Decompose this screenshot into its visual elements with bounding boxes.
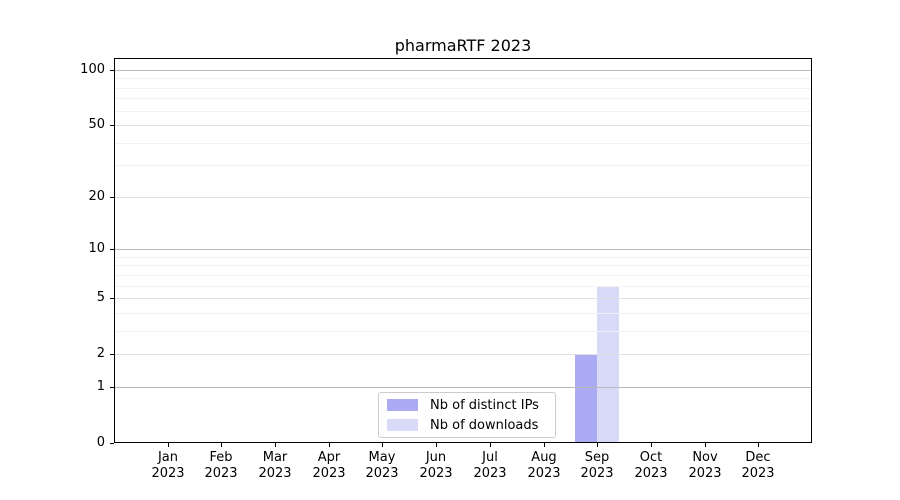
minor-gridline [115,257,811,258]
major-gridline [115,354,811,355]
y-tick-label: 1 [96,379,105,394]
minor-gridline [115,275,811,276]
major-gridline [115,197,811,198]
minor-gridline [115,143,811,144]
y-tick-mark [110,125,114,126]
x-tick-label-line: Mar [262,450,288,465]
x-tick-mark [329,443,330,447]
legend-swatch-downloads-icon [387,419,418,431]
y-tick-mark [110,298,114,299]
y-tick-label: 10 [88,241,105,256]
major-gridline [115,298,811,299]
x-tick-label: Mar 2023 [245,450,305,482]
legend-item-distinct-ips: Nb of distinct IPs [387,398,547,413]
x-tick-label: Dec 2023 [728,450,788,482]
x-tick-label: Jun 2023 [406,450,466,482]
legend-label-downloads: Nb of downloads [430,417,539,433]
minor-gridline [115,313,811,314]
x-tick-label-line: Jul [482,450,498,465]
x-tick-label: Sep 2023 [567,450,627,482]
major-gridline [115,125,811,126]
minor-gridline [115,111,811,112]
minor-gridline [115,78,811,79]
chart-title: pharmaRTF 2023 [394,36,532,55]
y-tick-mark [110,70,114,71]
y-tick-label: 0 [96,435,105,450]
y-tick-label: 50 [88,117,105,132]
x-tick-label-line: Oct [639,450,663,465]
x-tick-label-line: 2023 [527,466,561,481]
x-tick-label-line: 2023 [473,466,507,481]
x-tick-label-line: 2023 [204,466,238,481]
x-tick-label-line: Sep [584,450,610,465]
x-tick-label-line: Dec [745,450,771,465]
legend-label-distinct-ips: Nb of distinct IPs [430,397,539,413]
major-gridline [115,70,811,71]
x-tick-label-line: Nov [692,450,718,465]
x-tick-mark [168,443,169,447]
major-gridline [115,387,811,388]
major-gridline [115,249,811,250]
x-tick-label: Apr 2023 [299,450,359,482]
x-tick-label-line: 2023 [365,466,399,481]
x-tick-label: May 2023 [352,450,412,482]
minor-gridline [115,331,811,332]
x-tick-mark [758,443,759,447]
bar-distinct-ips [575,354,598,442]
y-tick-label: 5 [96,290,105,305]
x-tick-label: Jan 2023 [138,450,198,482]
x-tick-mark [382,443,383,447]
x-tick-label: Feb 2023 [191,450,251,482]
minor-gridline [115,165,811,166]
x-tick-mark [705,443,706,447]
minor-gridline [115,98,811,99]
x-tick-label: Nov 2023 [675,450,735,482]
x-tick-mark [651,443,652,447]
x-tick-mark [490,443,491,447]
x-tick-label: Aug 2023 [514,450,574,482]
x-tick-label: Jul 2023 [460,450,520,482]
minor-gridline [115,286,811,287]
x-tick-label-line: 2023 [634,466,668,481]
x-tick-label-line: 2023 [580,466,614,481]
y-tick-mark [110,354,114,355]
x-tick-label-line: 2023 [741,466,775,481]
x-tick-mark [436,443,437,447]
x-tick-label-line: Feb [209,450,233,465]
y-tick-label: 20 [88,189,105,204]
x-tick-label-line: Apr [317,450,341,465]
x-tick-label-line: 2023 [688,466,722,481]
x-tick-label-line: Aug [531,450,557,465]
y-tick-mark [110,443,114,444]
x-tick-label-line: 2023 [419,466,453,481]
x-tick-label-line: 2023 [258,466,292,481]
minor-gridline [115,88,811,89]
x-tick-label-line: Jan [157,450,179,465]
x-tick-label-line: Jun [425,450,447,465]
x-tick-label-line: May [368,450,396,465]
y-tick-mark [110,197,114,198]
x-tick-mark [544,443,545,447]
x-tick-label-line: 2023 [151,466,185,481]
x-tick-mark [597,443,598,447]
legend: Nb of distinct IPs Nb of downloads [378,392,556,438]
y-tick-label: 100 [80,62,105,77]
y-tick-mark [110,249,114,250]
legend-swatch-distinct-ips-icon [387,399,418,411]
x-tick-label-line: 2023 [312,466,346,481]
y-tick-label: 2 [96,346,105,361]
legend-item-downloads: Nb of downloads [387,418,547,433]
bar-downloads [597,285,620,442]
minor-gridline [115,265,811,266]
y-tick-mark [110,387,114,388]
x-tick-mark [275,443,276,447]
x-tick-label: Oct 2023 [621,450,681,482]
plot-area [114,58,812,443]
x-tick-mark [221,443,222,447]
